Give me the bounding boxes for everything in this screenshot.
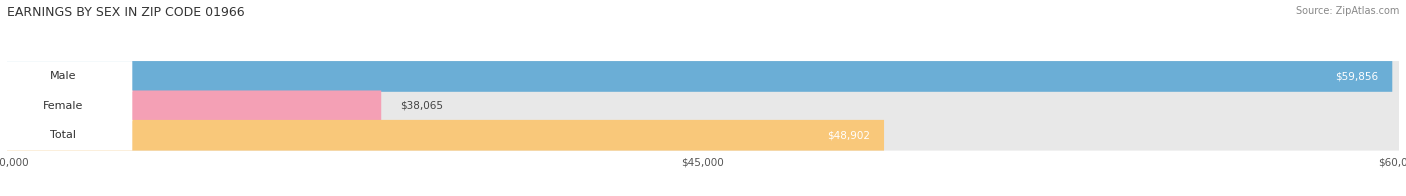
FancyBboxPatch shape xyxy=(0,61,132,92)
Text: Total: Total xyxy=(49,130,76,140)
Text: Source: ZipAtlas.com: Source: ZipAtlas.com xyxy=(1295,6,1399,16)
Text: $48,902: $48,902 xyxy=(827,130,870,140)
Text: $59,856: $59,856 xyxy=(1336,71,1378,82)
FancyBboxPatch shape xyxy=(7,120,1399,151)
Text: Female: Female xyxy=(42,101,83,111)
FancyBboxPatch shape xyxy=(7,120,884,151)
Text: Male: Male xyxy=(49,71,76,82)
Text: $38,065: $38,065 xyxy=(399,101,443,111)
FancyBboxPatch shape xyxy=(7,91,1399,121)
FancyBboxPatch shape xyxy=(7,91,381,121)
FancyBboxPatch shape xyxy=(7,61,1399,92)
Text: EARNINGS BY SEX IN ZIP CODE 01966: EARNINGS BY SEX IN ZIP CODE 01966 xyxy=(7,6,245,19)
FancyBboxPatch shape xyxy=(0,91,132,121)
FancyBboxPatch shape xyxy=(0,120,132,151)
FancyBboxPatch shape xyxy=(7,61,1392,92)
